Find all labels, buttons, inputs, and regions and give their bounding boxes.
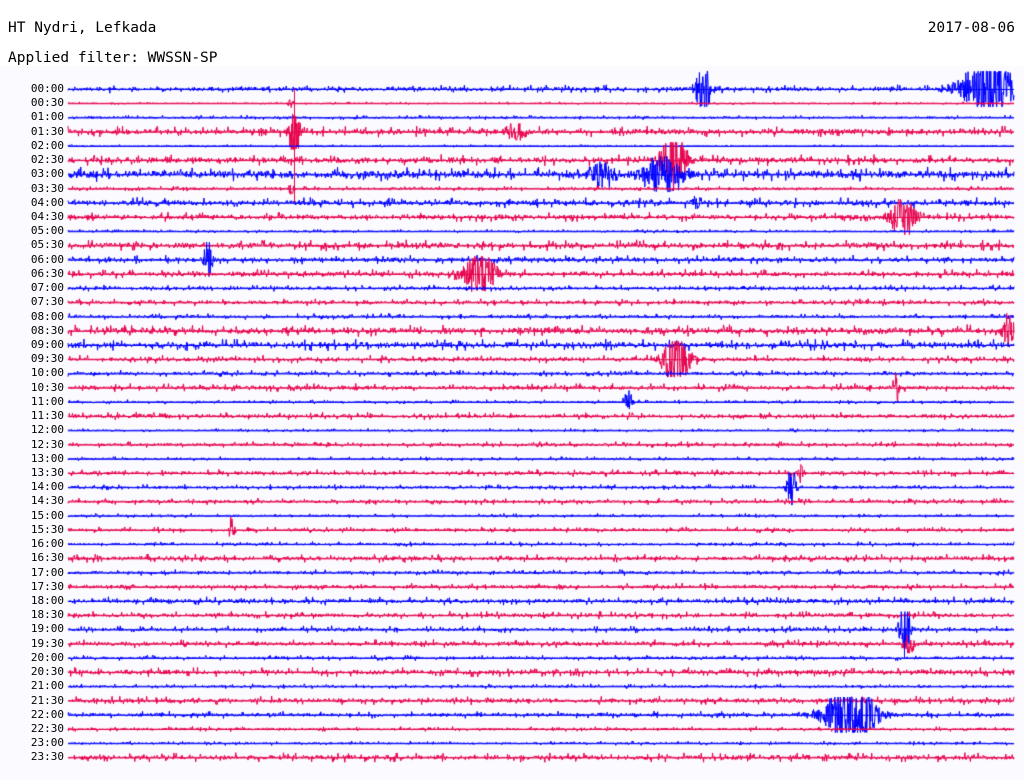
seismogram-plot-area [0,66,1024,780]
time-label: 10:30 [30,380,64,394]
time-label: 02:30 [30,153,64,167]
time-label: 07:00 [30,281,64,295]
time-label: 03:30 [30,181,64,195]
time-label: 22:00 [30,707,64,721]
time-label: 05:30 [30,238,64,252]
time-label: 02:00 [30,138,64,152]
time-label: 11:30 [30,409,64,423]
time-label: 20:30 [30,665,64,679]
time-label: 15:00 [30,508,64,522]
time-label: 01:00 [30,110,64,124]
time-label: 13:00 [30,451,64,465]
time-label: 14:00 [30,480,64,494]
time-label: 12:30 [30,437,64,451]
record-date: 2017-08-06 [927,20,1015,36]
time-label: 19:00 [30,622,64,636]
time-label: 10:00 [30,366,64,380]
time-label: 22:30 [30,721,64,735]
time-label: 04:30 [30,209,64,223]
time-label: 11:00 [30,394,64,408]
time-label: 13:30 [30,465,64,479]
time-label: 17:00 [30,565,64,579]
time-label: 21:00 [30,679,64,693]
time-label: 08:00 [30,309,64,323]
seismogram-trace-canvas [0,66,1024,780]
time-label: 18:30 [30,608,64,622]
time-axis-labels: 00:00 00:30 01:00 01:30 02:00 02:30 03:00 03:30… [0,66,64,780]
time-label: 09:30 [30,352,64,366]
time-label: 07:30 [30,295,64,309]
time-label: 01:30 [30,124,64,138]
time-label: 19:30 [30,636,64,650]
time-label: 09:00 [30,337,64,351]
time-label: 06:00 [30,252,64,266]
time-label: 23:00 [30,736,64,750]
time-label: 15:30 [30,522,64,536]
time-label: 05:00 [30,224,64,238]
time-label: 18:00 [30,593,64,607]
time-label: 04:00 [30,195,64,209]
time-label: 14:30 [30,494,64,508]
time-label: 00:30 [30,96,64,110]
time-label: 21:30 [30,693,64,707]
station-title: HT Nydri, Lefkada [8,20,157,36]
time-label: 16:30 [30,551,64,565]
time-label: 16:00 [30,537,64,551]
time-label: 20:00 [30,650,64,664]
time-label: 00:00 [30,82,64,95]
applied-filter-label: Applied filter: WWSSN-SP [8,50,218,66]
time-label: 06:30 [30,266,64,280]
time-label: 08:30 [30,323,64,337]
time-label: 23:30 [30,750,64,764]
time-label: 12:00 [30,423,64,437]
time-label: 17:30 [30,579,64,593]
time-label: 03:00 [30,167,64,181]
